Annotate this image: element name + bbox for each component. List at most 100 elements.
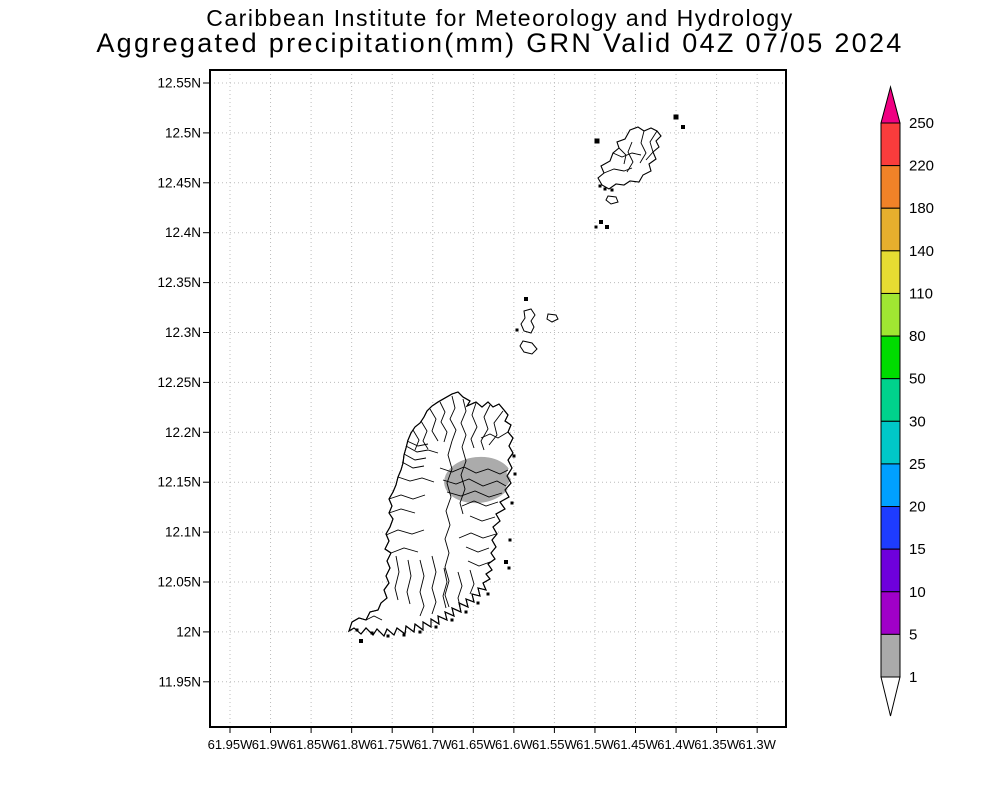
watershed-line xyxy=(394,555,400,601)
colorbar-arrow-top xyxy=(880,85,901,124)
watershed-line xyxy=(639,130,647,164)
watershed-line xyxy=(449,395,457,442)
land-layer xyxy=(348,114,685,643)
colorbar-label: 1 xyxy=(909,669,917,686)
islet-dot xyxy=(507,566,511,570)
watershed-line xyxy=(385,529,425,536)
colorbar-segment xyxy=(880,250,901,294)
lat-tick-label: 12.25N xyxy=(157,375,201,390)
watershed-line xyxy=(365,615,383,621)
watershed-line xyxy=(405,445,439,454)
colorbar-segment xyxy=(880,207,901,252)
watershed-line xyxy=(429,408,439,442)
watershed-line xyxy=(419,559,425,617)
watershed-line xyxy=(406,559,412,605)
islet-dot xyxy=(418,630,422,634)
colorbar-arrow-bottom xyxy=(880,676,901,717)
lat-tick-label: 12.35N xyxy=(157,275,201,290)
watershed-line xyxy=(439,466,509,475)
plot-title: Aggregated precipitation(mm) GRN Valid 0… xyxy=(96,28,904,58)
lon-tick-label: 61.3W xyxy=(738,737,776,752)
colorbar-label: 25 xyxy=(909,456,926,473)
plot-frame xyxy=(209,69,787,728)
colorbar-label: 50 xyxy=(909,371,926,388)
colorbar-segment xyxy=(880,292,901,337)
lon-tick-label: 61.65W xyxy=(451,737,497,752)
watershed-line xyxy=(470,402,478,449)
lon-tick-label: 61.6W xyxy=(495,737,533,752)
islet xyxy=(605,195,619,205)
watershed-line xyxy=(469,569,475,595)
watershed-line xyxy=(488,410,504,446)
colorbar-label: 10 xyxy=(909,584,926,601)
axis-layer: 12.55N 12.5N 12.45N 12.4N 12.35N 12.3N 12.25N 1… xyxy=(157,69,787,752)
watershed-line xyxy=(390,547,419,554)
islet-dot xyxy=(610,188,614,192)
watershed-line xyxy=(645,130,658,161)
islet-dot xyxy=(476,601,480,605)
colorbar-segment xyxy=(880,420,901,465)
lon-tick-label: 61.95W xyxy=(208,737,254,752)
colorbar-segment xyxy=(880,122,901,167)
watershed-line xyxy=(458,532,497,539)
watershed-line xyxy=(459,446,467,515)
watershed-line xyxy=(446,490,503,498)
watershed-line xyxy=(460,398,467,448)
grenada-island xyxy=(348,391,514,637)
islet-dot xyxy=(359,639,363,643)
islet-dot xyxy=(673,114,679,120)
lon-tick-label: 61.55W xyxy=(532,737,578,752)
colorbar-label: 30 xyxy=(909,413,926,430)
islet-dot xyxy=(598,184,602,188)
watershed-line xyxy=(442,567,448,609)
lon-tick-label: 61.45W xyxy=(613,737,659,752)
lon-tick-label: 61.85W xyxy=(289,737,335,752)
watershed-line xyxy=(480,404,491,451)
islet-dot xyxy=(512,454,516,458)
carriacou-island xyxy=(597,126,662,190)
colorbar-segment xyxy=(880,378,901,422)
grenada-coastline xyxy=(348,391,514,637)
watershed-line xyxy=(439,401,448,443)
watershed-line xyxy=(465,546,490,553)
lon-tick-label: 61.75W xyxy=(370,737,416,752)
islet-dot xyxy=(450,618,454,622)
colorbar-label: 140 xyxy=(909,243,934,260)
islet-dot xyxy=(510,501,514,505)
watershed-line xyxy=(401,461,425,469)
lat-tick-label: 12.1N xyxy=(165,525,201,540)
colorbar-label: 20 xyxy=(909,499,926,516)
lat-tick-label: 11.95N xyxy=(158,674,201,689)
islet-dot xyxy=(515,328,519,332)
watershed-line xyxy=(461,500,499,507)
islet-dot xyxy=(508,538,512,542)
lat-tick-label: 12.4N xyxy=(165,225,201,240)
colorbar-segment xyxy=(880,506,901,550)
colorbar-label: 80 xyxy=(909,328,926,345)
islet-dot xyxy=(681,125,685,129)
lon-tick-label: 61.9W xyxy=(252,737,290,752)
lon-tick-label: 61.35W xyxy=(694,737,740,752)
watershed-line xyxy=(388,508,416,514)
islet-dot xyxy=(524,297,528,301)
lat-tick-label: 12.05N xyxy=(157,575,201,590)
organization-title: Caribbean Institute for Meteorology and … xyxy=(206,5,794,31)
colorbar-segment xyxy=(880,165,901,209)
colorbar-segment xyxy=(880,633,901,678)
watershed-line xyxy=(420,420,429,450)
islet-dot xyxy=(603,187,607,191)
islet-dot xyxy=(464,610,468,614)
watershed-line xyxy=(618,147,627,165)
lon-tick-label: 61.4W xyxy=(657,737,695,752)
lat-tick-label: 12N xyxy=(176,624,201,639)
islet-dot xyxy=(599,220,603,224)
watershed-line xyxy=(467,560,491,567)
colorbar-segment xyxy=(880,591,901,635)
islet-dot xyxy=(605,225,609,229)
islet xyxy=(546,313,559,323)
islet xyxy=(520,308,536,334)
watershed-line xyxy=(480,431,509,439)
watershed-line xyxy=(397,476,435,483)
